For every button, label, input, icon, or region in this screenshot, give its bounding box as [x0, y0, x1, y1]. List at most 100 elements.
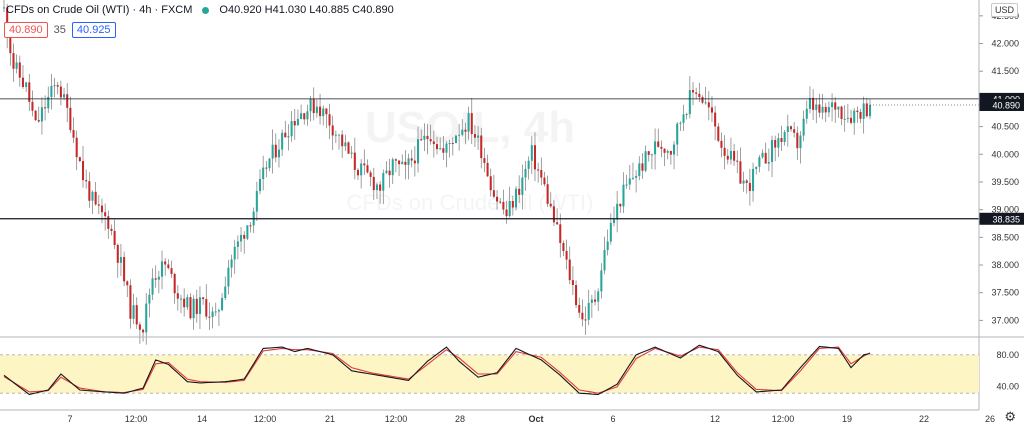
candle-body — [707, 102, 710, 108]
price-axis-label: 39.000 — [991, 205, 1019, 215]
candle-body — [360, 163, 363, 176]
candle-body — [18, 62, 21, 78]
stochastic-level-label: 40.00 — [996, 381, 1019, 391]
candle-body — [176, 293, 179, 299]
candle-body — [710, 107, 713, 113]
time-axis-label: Oct — [528, 414, 543, 424]
candle-body — [635, 175, 638, 178]
candle-body — [799, 135, 802, 149]
candle-body — [328, 114, 331, 126]
candle-body — [827, 107, 830, 113]
candle-body — [429, 139, 432, 142]
symbol-legend: CFDs on Crude Oil (WTI) · 4h · FXCM O40.… — [6, 4, 394, 16]
candle-body — [413, 160, 416, 164]
candle-body — [375, 184, 378, 191]
candle-body — [685, 114, 688, 116]
candle-body — [255, 190, 258, 212]
candle-body — [603, 250, 606, 271]
candle-body — [356, 169, 360, 176]
candle-body — [104, 212, 107, 217]
candle-body — [578, 305, 581, 313]
candle-body — [401, 161, 404, 165]
time-axis-label: 6 — [610, 414, 615, 424]
candle-body — [148, 294, 151, 304]
candle-body — [249, 225, 252, 227]
candle-body — [331, 125, 334, 136]
candle-body — [717, 126, 720, 141]
candle-body — [334, 134, 337, 136]
candle-body — [56, 85, 59, 87]
candle-body — [748, 182, 751, 191]
symbol-title[interactable]: CFDs on Crude Oil (WTI) · 4h · FXCM — [6, 4, 193, 16]
candle-body — [129, 285, 132, 319]
candle-body — [21, 77, 24, 88]
candle-body — [723, 147, 726, 156]
candle-body — [258, 178, 262, 191]
candle-body — [837, 106, 840, 110]
candle-body — [217, 310, 220, 312]
candle-body — [486, 162, 489, 177]
bid-price-box[interactable]: 40.890 — [4, 22, 48, 38]
candle-body — [556, 222, 559, 225]
currency-label[interactable]: USD — [990, 3, 1018, 17]
candle-body — [584, 319, 587, 321]
candle-body — [69, 107, 72, 131]
candle-body — [369, 172, 372, 177]
candle-body — [850, 117, 853, 123]
candle-body — [240, 234, 243, 242]
candle-body — [44, 107, 47, 109]
candle-body — [546, 184, 549, 204]
candle-body — [774, 139, 777, 148]
candle-body — [733, 150, 736, 161]
candle-body — [590, 299, 593, 303]
stochastic-k-line — [3, 344, 871, 396]
price-axis-label: 37.500 — [991, 288, 1019, 298]
candle-body — [571, 280, 574, 286]
candle-body — [666, 150, 669, 153]
candle-body — [25, 82, 28, 88]
candle-body — [262, 167, 265, 179]
candle-body — [192, 298, 195, 319]
candle-body — [824, 106, 827, 113]
candle-body — [303, 113, 306, 120]
candle-body — [40, 107, 43, 122]
candle-body — [97, 204, 100, 206]
candle-body — [505, 209, 508, 217]
candle-body — [704, 102, 707, 104]
candle-body — [341, 134, 344, 147]
candle-body — [423, 135, 426, 140]
candle-body — [2, 7, 6, 9]
time-axis-label: 12:00 — [772, 414, 795, 424]
candle-body — [673, 144, 676, 155]
candle-body — [164, 261, 167, 265]
candle-body — [300, 113, 303, 120]
candle-body — [698, 93, 701, 98]
candle-body — [123, 257, 126, 282]
candle-body — [6, 7, 9, 37]
time-axis-label: 21 — [325, 414, 335, 424]
gear-icon[interactable]: ⚙ — [1004, 409, 1016, 424]
candle-body — [388, 170, 391, 176]
candle-body — [524, 168, 527, 178]
candle-body — [337, 134, 341, 136]
candle-body — [366, 165, 369, 173]
candle-body — [233, 246, 236, 260]
candle-body — [499, 201, 502, 203]
time-axis-label: 12:00 — [254, 414, 277, 424]
candle-body — [312, 98, 315, 114]
candle-body — [379, 184, 382, 191]
candle-body — [445, 143, 448, 153]
candle-body — [274, 144, 277, 158]
candle-body — [132, 305, 135, 319]
candle-body — [461, 129, 464, 135]
candle-body — [410, 158, 413, 161]
candle-body — [780, 138, 783, 143]
candle-body — [167, 264, 170, 269]
candle-body — [353, 152, 356, 170]
candle-body — [119, 257, 122, 263]
candle-body — [647, 151, 650, 155]
candle-body — [309, 98, 312, 112]
candle-body — [688, 90, 691, 115]
ask-price-box[interactable]: 40.925 — [71, 22, 116, 38]
